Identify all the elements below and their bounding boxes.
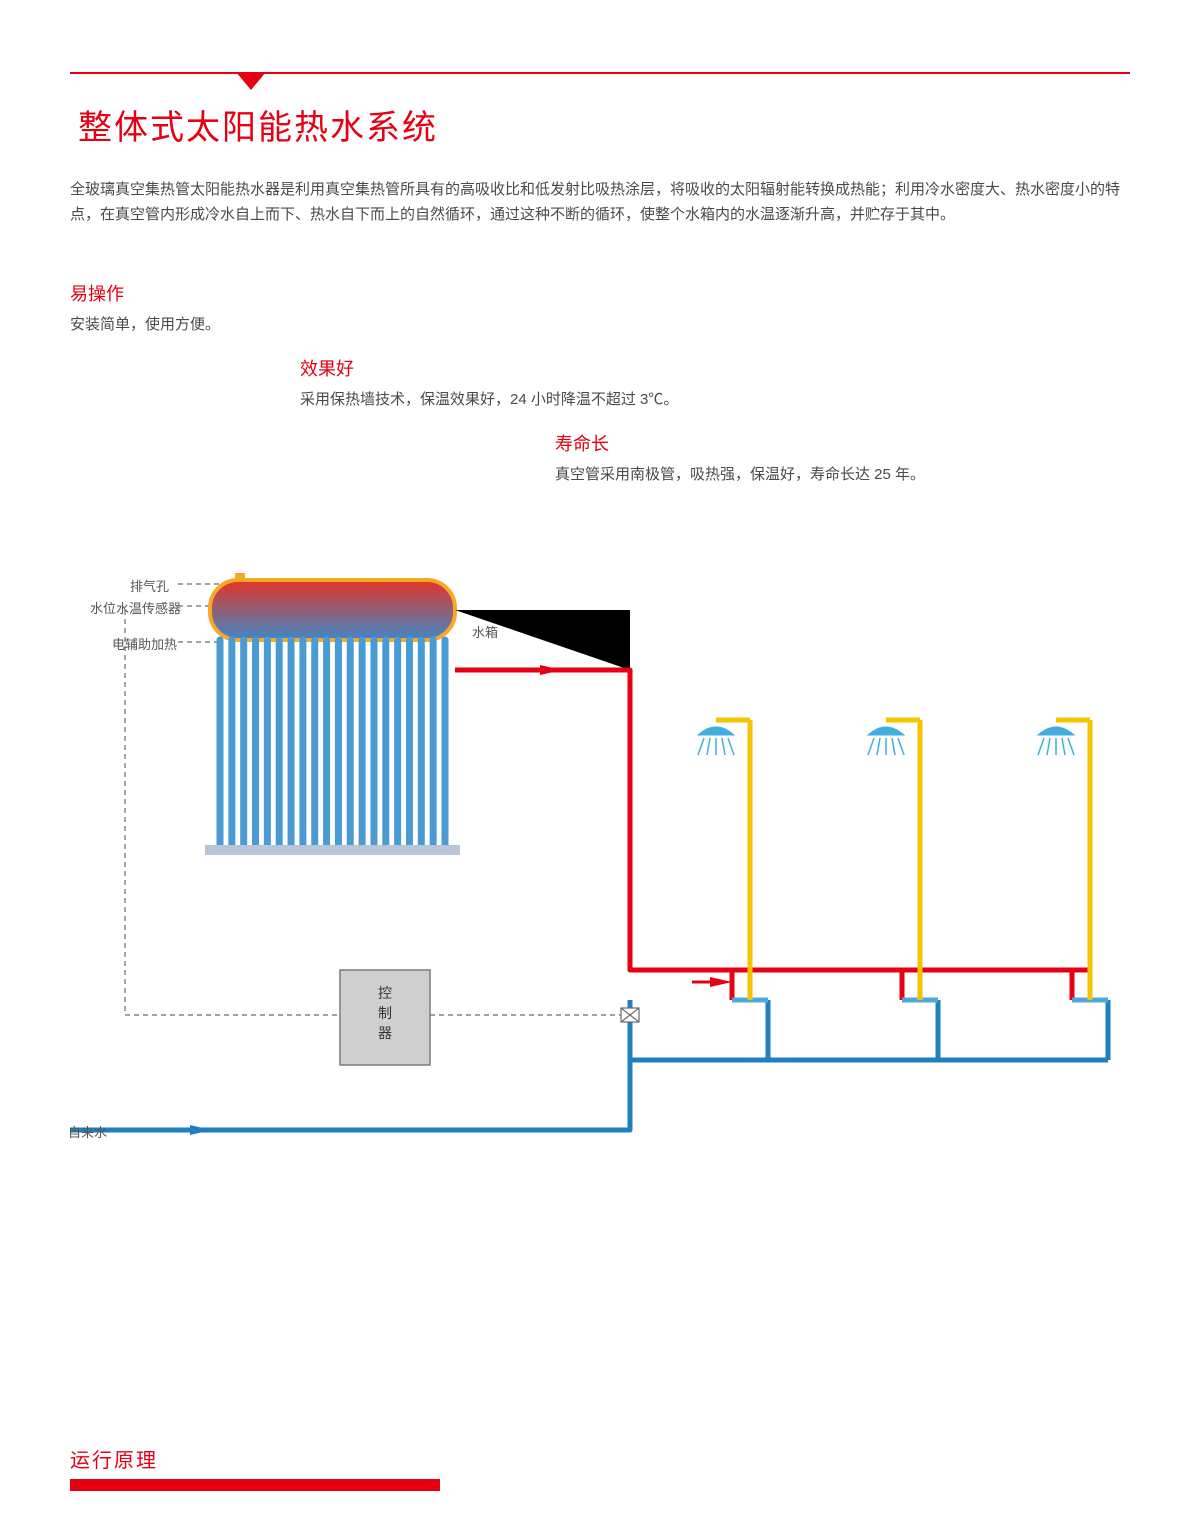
label-exhaust: 排气孔 (130, 576, 169, 595)
feature-desc: 采用保热墙技术，保温效果好，24 小时降温不超过 3℃。 (300, 388, 678, 413)
feature-easy: 易操作 安装简单，使用方便。 (70, 280, 220, 337)
feature-title: 效果好 (300, 355, 678, 385)
footer-title: 运行原理 (70, 1444, 158, 1473)
label-sensor: 水位水温传感器 (90, 598, 181, 617)
system-diagram: 控制器 排气孔 水位水温传感器 电辅助加热 水箱 自来水 (70, 570, 1130, 1270)
label-tank: 水箱 (472, 622, 498, 641)
header-rule (70, 72, 1130, 74)
feature-title: 易操作 (70, 280, 220, 310)
svg-text:制: 制 (378, 1005, 392, 1021)
svg-text:控: 控 (378, 985, 392, 1001)
feature-title: 寿命长 (555, 430, 925, 460)
label-tap-water: 自来水 (68, 1122, 107, 1141)
label-aux-heat: 电辅助加热 (112, 634, 177, 653)
feature-effect: 效果好 采用保热墙技术，保温效果好，24 小时降温不超过 3℃。 (300, 355, 678, 412)
diagram-svg: 控制器 (70, 570, 1130, 1270)
intro-paragraph: 全玻璃真空集热管太阳能热水器是利用真空集热管所具有的高吸收比和低发射比吸热涂层，… (70, 178, 1130, 228)
feature-desc: 真空管采用南极管，吸热强，保温好，寿命长达 25 年。 (555, 463, 925, 488)
page-title: 整体式太阳能热水系统 (78, 100, 438, 149)
header-triangle-icon (236, 72, 266, 90)
footer-rule (70, 1479, 440, 1491)
feature-lifespan: 寿命长 真空管采用南极管，吸热强，保温好，寿命长达 25 年。 (555, 430, 925, 487)
svg-text:器: 器 (378, 1025, 392, 1041)
feature-desc: 安装简单，使用方便。 (70, 313, 220, 338)
